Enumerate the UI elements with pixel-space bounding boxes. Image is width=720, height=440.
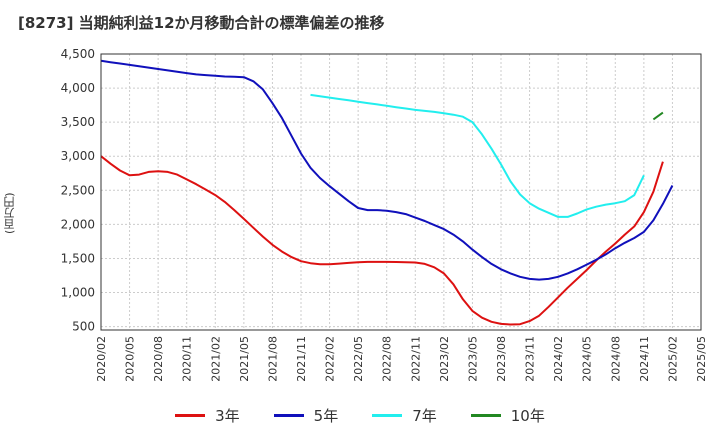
x-tick-label: 2025/02	[666, 336, 679, 382]
x-tick-label: 2023/11	[524, 336, 537, 382]
y-tick-label: 1,500	[61, 251, 95, 265]
y-tick-label: 3,500	[61, 115, 95, 129]
x-tick-label: 2024/05	[581, 336, 594, 382]
x-tick-label: 2023/02	[438, 336, 451, 382]
legend-item: 10年	[470, 405, 545, 426]
y-tick-label: 4,000	[61, 81, 95, 95]
axis-layer: 500 1,000 1,500 2,000 2,500 3,000 3,500 4,000 4,…	[61, 47, 708, 382]
x-tick-label: 2021/08	[266, 336, 279, 382]
series-layer	[100, 59, 674, 326]
y-tick-label: 3,000	[61, 149, 95, 163]
x-tick-label: 2022/08	[381, 336, 394, 382]
x-tick-label: 2024/08	[609, 336, 622, 382]
legend-item: 5年	[273, 405, 339, 426]
x-tick-label: 2021/02	[209, 336, 222, 382]
y-tick-label: 1,000	[61, 286, 95, 300]
x-tick-label: 2025/05	[695, 336, 708, 382]
legend-swatch	[175, 413, 206, 417]
legend-label: 10年	[510, 406, 545, 425]
legend-swatch	[273, 413, 304, 417]
x-tick-label: 2022/02	[324, 336, 337, 382]
legend-item: 3年	[175, 405, 240, 426]
legend-label: 7年	[412, 406, 437, 425]
x-tick-label: 2020/08	[152, 336, 165, 382]
x-tick-label: 2022/11	[409, 336, 422, 382]
series-line-7年	[310, 93, 645, 218]
legend: 3年 5年 7年 10年	[0, 402, 720, 428]
series-line-5年	[100, 59, 674, 281]
line-chart: 500 1,000 1,500 2,000 2,500 3,000 3,500 4,000 4,…	[61, 47, 708, 382]
grid-layer	[100, 53, 702, 330]
legend-item: 7年	[372, 405, 437, 426]
y-tick-label: 4,500	[61, 47, 95, 61]
x-tick-label: 2021/11	[295, 336, 308, 382]
x-tick-label: 2021/05	[238, 336, 251, 382]
legend-swatch	[470, 413, 501, 417]
legend-swatch	[372, 413, 403, 417]
series-line-10年	[652, 111, 664, 121]
x-tick-label: 2024/02	[552, 336, 565, 382]
chart-title: [8273] 当期純利益12か月移動合計の標準偏差の推移	[18, 14, 385, 32]
x-tick-label: 2024/11	[638, 336, 651, 382]
plot-frame	[100, 53, 702, 331]
y-tick-label: 2,500	[61, 183, 95, 197]
x-tick-label: 2020/05	[124, 336, 137, 382]
y-tick-label: 500	[72, 320, 95, 334]
y-tick-label: 2,000	[61, 217, 95, 231]
x-tick-label: 2022/05	[352, 336, 365, 382]
x-tick-label: 2020/11	[181, 336, 194, 382]
legend-label: 3年	[215, 406, 240, 425]
x-tick-label: 2020/02	[95, 336, 108, 382]
legend-label: 5年	[313, 406, 339, 425]
x-tick-label: 2023/05	[466, 336, 479, 382]
series-line-3年	[100, 155, 664, 326]
x-tick-label: 2023/08	[495, 336, 508, 382]
